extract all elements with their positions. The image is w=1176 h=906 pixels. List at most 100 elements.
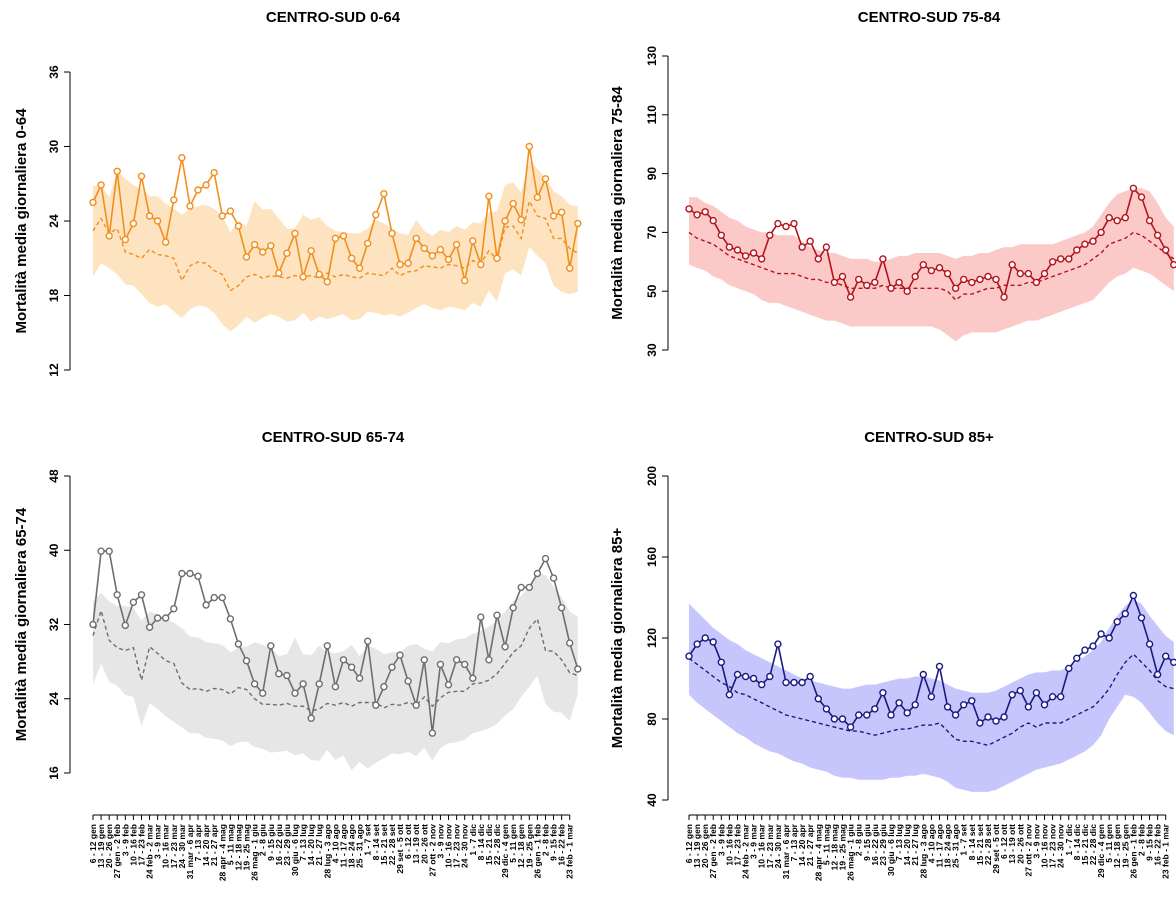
observed-point	[210, 168, 218, 177]
x-tick-label: 22 - 28 set	[387, 824, 397, 865]
observed-point	[97, 547, 105, 555]
x-tick-label: 8 - 14 set	[967, 824, 977, 861]
observed-point	[1121, 213, 1130, 222]
y-tick-label: 200	[645, 466, 659, 486]
observed-point	[178, 153, 186, 162]
observed-point	[194, 186, 202, 194]
chart-panel-1: CENTRO-SUD 0-64 Mortalità media giornalie…	[13, 9, 582, 377]
x-tick-label: 26 gen - 1 feb	[1128, 824, 1138, 878]
y-tick-label: 12	[47, 363, 61, 377]
x-tick-label: 19 - 25 gen	[1120, 824, 1130, 868]
observed-point	[879, 255, 887, 263]
observed-point	[347, 254, 356, 262]
observed-point	[299, 680, 307, 688]
observed-point	[436, 245, 445, 254]
observed-point	[218, 212, 227, 220]
observed-point	[218, 593, 227, 602]
observed-point	[846, 723, 855, 731]
observed-point	[887, 711, 895, 719]
x-tick-label: 15 - 21 dic	[1080, 824, 1090, 865]
x-tick-label: 16 - 22 giu	[870, 824, 880, 866]
observed-point	[984, 272, 992, 281]
y-tick-label: 30	[645, 343, 659, 357]
x-tick-label: 14 - 20 lug	[306, 824, 316, 866]
x-tick-label: 1 - 7 set	[363, 824, 373, 856]
observed-point	[105, 232, 113, 240]
x-tick-label: 24 feb - 2 mar	[741, 823, 751, 878]
observed-point	[1056, 255, 1065, 263]
x-tick-label: 3 - 9 mar	[749, 823, 759, 859]
observed-point	[911, 272, 919, 281]
x-tick-label: 20 - 26 ott	[419, 824, 429, 864]
observed-point	[331, 683, 340, 691]
y-tick-label: 30	[47, 140, 61, 154]
x-tick-label: 30 giu - 6 lug	[886, 824, 896, 876]
observed-point	[259, 689, 267, 697]
observed-point	[477, 260, 485, 269]
observed-point	[879, 689, 887, 697]
observed-point	[153, 217, 162, 225]
observed-point	[299, 273, 307, 281]
observed-point	[1000, 293, 1008, 301]
observed-point	[887, 284, 895, 292]
x-tick-label: 18 - 24 ago	[943, 824, 953, 868]
observed-point	[469, 237, 477, 245]
observed-point	[709, 638, 717, 646]
observed-point	[226, 207, 235, 215]
observed-point	[250, 240, 259, 249]
x-tick-label: 21 - 27 lug	[314, 824, 324, 866]
x-tick-label: 23 feb - 1 mar	[1161, 823, 1171, 878]
x-tick-label: 28 lug - 3 ago	[918, 824, 928, 878]
observed-point	[717, 231, 725, 240]
x-tick-label: 10 - 16 nov	[444, 824, 454, 868]
observed-point	[129, 219, 138, 228]
x-tick-label: 16 - 22 feb	[1153, 824, 1163, 866]
observed-point	[307, 247, 315, 255]
y-tick-label: 70	[645, 225, 659, 239]
observed-point	[1145, 216, 1154, 225]
observed-point	[984, 713, 992, 721]
observed-point	[1016, 686, 1024, 695]
observed-point	[749, 674, 758, 683]
x-tick-label: 3 - 9 nov	[435, 824, 445, 859]
y-tick-label: 24	[47, 692, 61, 706]
observed-point	[161, 238, 170, 246]
y-tick-label: 16	[47, 766, 61, 780]
x-tick-label: 2 - 8 feb	[1136, 824, 1146, 856]
x-tick-label: 2 - 8 feb	[540, 824, 550, 856]
y-tick-label: 90	[645, 167, 659, 181]
observed-point	[364, 239, 372, 248]
observed-point	[1040, 269, 1049, 278]
y-tick-label: 120	[645, 628, 659, 648]
observed-point	[501, 217, 509, 225]
observed-point	[541, 175, 550, 183]
observed-point	[347, 663, 356, 671]
x-tick-label: 28 lug - 3 ago	[322, 824, 332, 878]
observed-point	[1161, 246, 1170, 254]
x-tick-label: 10 - 16 nov	[1040, 824, 1050, 868]
x-tick-label: 24 - 30 nov	[460, 824, 470, 868]
x-tick-label: 12 - 18 mag	[829, 824, 839, 870]
x-tick-label: 4 - 10 ago	[330, 824, 340, 863]
x-tick-label: 30 giu - 6 lug	[290, 824, 300, 876]
x-tick-label: 12 - 18 gen	[516, 824, 526, 868]
observed-point	[935, 264, 944, 272]
observed-point	[871, 705, 879, 713]
observed-point	[396, 260, 404, 269]
observed-point	[741, 672, 750, 681]
observed-point	[259, 248, 267, 256]
observed-point	[404, 259, 412, 267]
observed-point	[113, 167, 121, 176]
observed-point	[943, 269, 952, 278]
observed-point	[469, 674, 477, 682]
x-tick-label: 17 - 23 mar	[169, 823, 179, 868]
observed-point	[903, 709, 911, 717]
y-tick-label: 40	[645, 793, 659, 807]
observed-point	[733, 246, 742, 254]
observed-point	[782, 222, 790, 231]
x-tick-label: 26 mag - 1 giu	[250, 824, 260, 881]
observed-point	[846, 293, 855, 301]
x-tick-label: 21 - 27 apr	[805, 823, 815, 866]
x-tick-label: 1 - 7 dic	[468, 824, 478, 856]
observed-point	[871, 278, 879, 287]
